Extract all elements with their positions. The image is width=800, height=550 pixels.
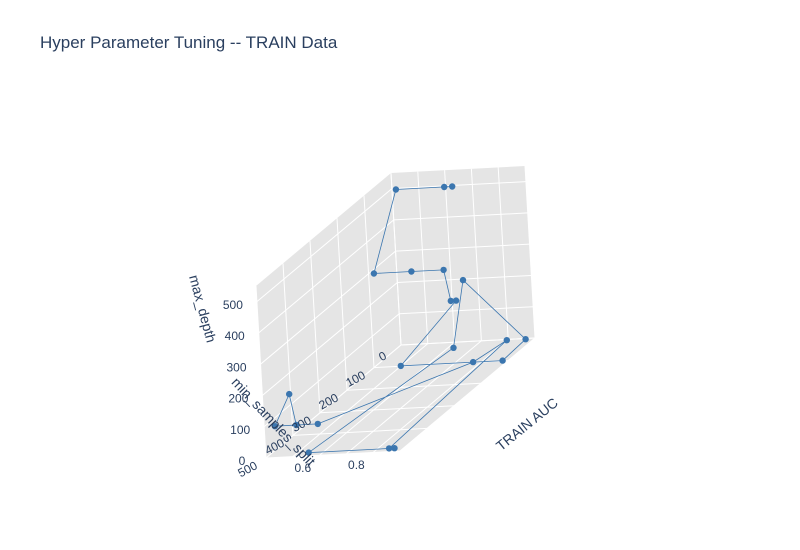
data-point[interactable] xyxy=(440,266,447,274)
z-gridline xyxy=(265,344,402,459)
x-gridline xyxy=(444,170,456,343)
data-point[interactable] xyxy=(408,268,415,275)
y-gridline xyxy=(255,285,267,459)
x-gridline xyxy=(399,337,536,452)
x-axis-title: TRAIN AUC xyxy=(493,394,561,453)
trace-line xyxy=(274,186,527,454)
y-gridline xyxy=(309,240,321,413)
data-point[interactable] xyxy=(305,449,312,456)
data-point[interactable] xyxy=(314,420,321,428)
data-point[interactable] xyxy=(499,357,506,364)
data-point[interactable] xyxy=(447,297,454,305)
z-tick-label: 200 xyxy=(228,392,248,406)
z-tick-label: 100 xyxy=(230,423,250,437)
data-point[interactable] xyxy=(441,183,448,191)
data-point[interactable] xyxy=(452,297,460,304)
x-gridline xyxy=(417,171,429,344)
data-point[interactable] xyxy=(293,421,300,429)
x-gridline xyxy=(292,343,429,457)
z-gridline xyxy=(399,306,534,315)
z-gridline xyxy=(263,313,400,428)
x-tick-label: 0.8 xyxy=(348,458,365,472)
z-gridline xyxy=(258,219,395,334)
x-gridline xyxy=(524,165,536,339)
x-gridline xyxy=(470,168,482,341)
y-gridline xyxy=(363,195,375,368)
data-point[interactable] xyxy=(522,336,529,343)
y-gridline xyxy=(282,263,294,436)
data-point[interactable] xyxy=(271,423,279,430)
floor-pane xyxy=(266,338,535,458)
y-gridline xyxy=(292,427,428,436)
z-gridline xyxy=(262,282,398,396)
y-gridline xyxy=(336,218,348,391)
z-gridline xyxy=(260,250,396,365)
z-gridline xyxy=(400,337,536,346)
data-point[interactable] xyxy=(449,183,456,190)
data-point[interactable] xyxy=(503,337,510,344)
data-point[interactable] xyxy=(450,344,457,351)
back-wall-xz xyxy=(391,166,535,345)
z-tick-label: 400 xyxy=(225,329,245,343)
scene-gridlines xyxy=(255,165,536,459)
data-point[interactable] xyxy=(469,358,477,366)
y-gridline xyxy=(265,450,401,459)
z-tick-label: 300 xyxy=(226,360,246,374)
z-tick-label: 0 xyxy=(239,454,246,468)
x-gridline xyxy=(372,339,509,453)
data-point[interactable] xyxy=(385,445,393,452)
data-point[interactable] xyxy=(397,362,404,370)
data-point[interactable] xyxy=(392,186,400,193)
z-gridline xyxy=(395,243,530,252)
data-point[interactable] xyxy=(459,276,467,284)
data-point[interactable] xyxy=(286,390,293,398)
z-gridline xyxy=(391,181,526,190)
scene-panes xyxy=(256,166,535,458)
x-gridline xyxy=(497,167,509,340)
scatter-trace xyxy=(271,183,529,456)
data-point[interactable] xyxy=(370,270,378,277)
x-tick-label: 0.6 xyxy=(294,461,311,475)
chart-title: Hyper Parameter Tuning -- TRAIN Data xyxy=(40,33,338,52)
y-gridline xyxy=(319,405,455,414)
z-gridline xyxy=(393,212,528,221)
z-gridline xyxy=(256,188,393,303)
x-gridline xyxy=(346,340,482,455)
z-tick-label: 500 xyxy=(223,298,243,312)
x-gridline xyxy=(319,341,455,456)
data-point[interactable] xyxy=(391,445,398,452)
z-axis-title: max_depth xyxy=(186,273,219,344)
